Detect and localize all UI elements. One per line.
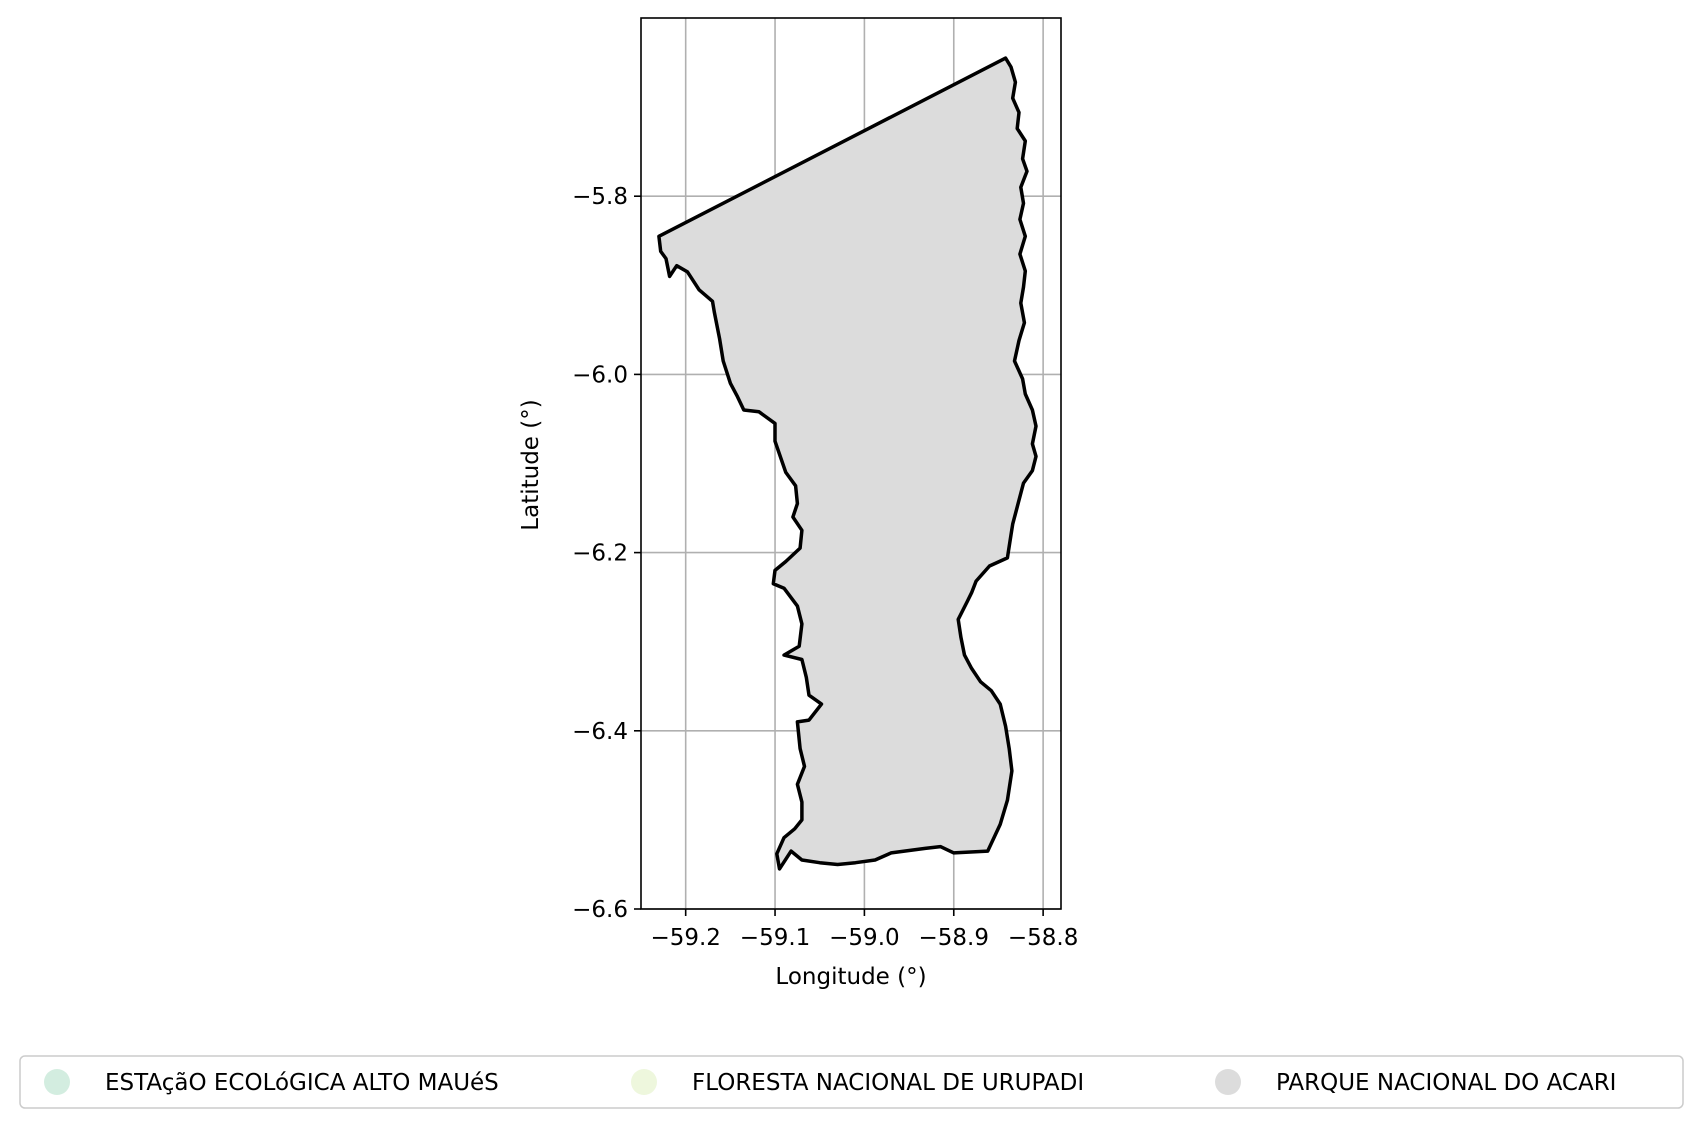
legend-label-floresta: FLORESTA NACIONAL DE URUPADI [692, 1070, 1084, 1096]
x-tick-label: −58.9 [919, 925, 989, 951]
y-tick-label: −5.8 [572, 184, 628, 210]
x-tick-label: −59.1 [740, 925, 810, 951]
park-boundary-polygon [657, 56, 1038, 871]
y-tick-label: −6.4 [572, 719, 628, 745]
legend-label-estacao: ESTAçãO ECOLóGICA ALTO MAUéS [105, 1070, 499, 1096]
legend-marker-parque [1215, 1069, 1241, 1095]
x-tick-label: −59.2 [650, 925, 720, 951]
legend-label-parque: PARQUE NACIONAL DO ACARI [1276, 1070, 1616, 1096]
x-tick-label: −58.8 [1008, 925, 1078, 951]
legend: ESTAçãO ECOLóGICA ALTO MAUéS FLORESTA NA… [19, 1055, 1684, 1109]
axis-ticks: −59.2 −59.1 −59.0 −58.9 −58.8 −5.8 −6.0 −6.2 −6.… [572, 184, 1078, 951]
x-tick-label: −59.0 [829, 925, 899, 951]
legend-marker-estacao [44, 1069, 70, 1095]
y-tick-label: −6.0 [572, 362, 628, 388]
axes-frame [640, 17, 1062, 910]
plot-area: −59.2 −59.1 −59.0 −58.9 −58.8 −5.8 −6.0 −6.2 −6.… [572, 17, 1078, 951]
y-tick-label: −6.2 [572, 541, 628, 567]
y-axis-title: Latitude (°) [518, 399, 544, 530]
x-axis-title: Longitude (°) [775, 964, 926, 990]
legend-marker-floresta [631, 1069, 657, 1095]
y-tick-label: −6.6 [572, 897, 628, 923]
map-features [657, 56, 1038, 871]
legend-frame [19, 1055, 1684, 1109]
